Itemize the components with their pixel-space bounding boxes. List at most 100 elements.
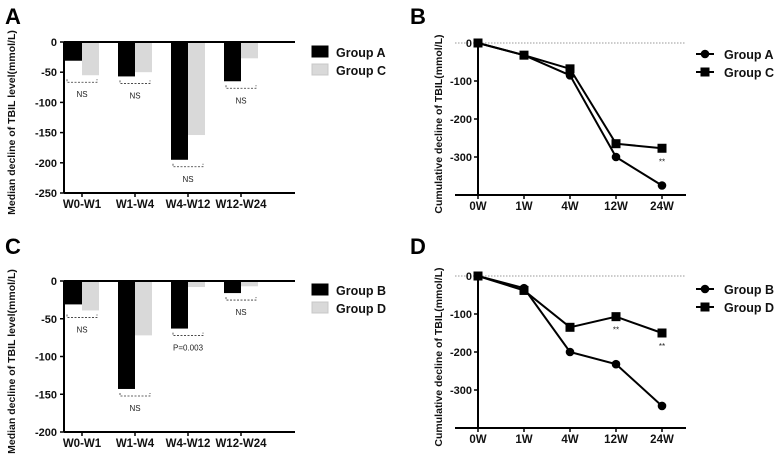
bar-group-b-w12-w24	[224, 281, 241, 294]
panel-label: B	[410, 4, 426, 29]
x-tick-label: 4W	[561, 201, 578, 213]
bar-group-a-w12-w24	[224, 42, 241, 82]
legend-label-group-a: Group A	[724, 48, 774, 62]
significance-label: NS	[76, 90, 87, 99]
point-group-a-24w	[657, 181, 667, 190]
y-tick-label: -100	[450, 76, 472, 88]
panel-label: D	[410, 234, 426, 259]
bar-group-c-w1-w4	[135, 42, 152, 73]
bar-group-a-w0-w1	[65, 42, 82, 61]
legend-marker-circle-icon	[700, 49, 710, 59]
panel-d: D Cumulative decline of TBIL(mmol/L) 0 -100…	[410, 234, 774, 447]
x-tick-label: 4W	[561, 434, 578, 446]
panel-c: C Median decline of TBIL level(mmol/L) 0 -5…	[5, 234, 386, 454]
legend-marker-square-icon	[700, 302, 710, 312]
significance-bracket	[66, 314, 98, 318]
bar-group-d-w12-w24	[241, 281, 258, 287]
significance-label: **	[613, 326, 619, 335]
x-tick-label: W0-W1	[63, 438, 102, 450]
legend-swatch-group-a	[311, 45, 329, 58]
x-tick-label: W1-W4	[116, 199, 155, 211]
bar-group-c-w4-w12	[188, 42, 205, 136]
bar-group-d-w4-w12	[188, 281, 205, 288]
legend-label-group-a: Group A	[336, 46, 386, 60]
significance-label: NS	[182, 175, 193, 184]
y-tick-label: 0	[51, 276, 57, 288]
y-axis-label: Median decline of TBIL level(mmol/L)	[6, 30, 18, 215]
line-group-c	[477, 42, 663, 150]
panel-label: C	[5, 234, 21, 259]
bar-group-d-w1-w4	[135, 281, 152, 336]
significance-label: **	[659, 157, 665, 166]
y-tick-label: -200	[450, 347, 472, 359]
x-tick-label: 1W	[515, 434, 532, 446]
significance-label: NS	[129, 404, 140, 413]
significance-label: NS	[76, 325, 87, 334]
panel-b: B Cumulative decline of TBIL(mmol/L) 0 -100…	[410, 4, 774, 214]
x-tick-label: W4-W12	[166, 199, 211, 211]
bar-group-c-w12-w24	[241, 42, 258, 59]
point-group-c-1w	[519, 50, 529, 60]
significance-bracket	[119, 392, 151, 397]
x-tick-label: W4-W12	[166, 438, 211, 450]
bar-group-d-w0-w1	[82, 281, 99, 311]
point-group-b-4w	[565, 347, 575, 357]
significance-bracket	[172, 163, 204, 168]
y-tick-label: -300	[450, 152, 472, 164]
bar-group-a-w4-w12	[171, 42, 188, 160]
legend-marker-circle-icon	[700, 284, 710, 294]
x-tick-label: 24W	[650, 201, 674, 213]
x-tick-label: W0-W1	[63, 199, 102, 211]
y-tick-label: 0	[466, 38, 472, 50]
x-tick-label: 0W	[469, 201, 486, 213]
x-tick-label: W12-W24	[215, 199, 267, 211]
legend-label-group-b: Group B	[336, 284, 386, 298]
point-group-c-12w	[611, 139, 621, 149]
significance-label: NS	[235, 308, 246, 317]
x-tick-label: 24W	[650, 434, 674, 446]
y-tick-label: -100	[450, 309, 472, 321]
y-tick-label: -200	[35, 158, 57, 170]
y-axis-label: Cumulative decline of TBIL(mmol/L)	[433, 267, 445, 446]
x-tick-label: 0W	[469, 434, 486, 446]
legend-label-group-b: Group B	[724, 283, 774, 297]
legend-label-group-c: Group C	[724, 66, 774, 80]
significance-label: NS	[129, 91, 140, 100]
significance-label: NS	[235, 96, 246, 105]
legend-label-group-c: Group C	[336, 64, 386, 78]
legend-swatch-group-d	[311, 301, 329, 314]
y-tick-label: -200	[450, 114, 472, 126]
point-group-b-24w	[657, 401, 667, 411]
point-group-b-12w	[611, 359, 621, 369]
y-tick-label: -150	[35, 128, 57, 140]
significance-bracket	[119, 80, 151, 84]
significance-label: **	[659, 342, 665, 351]
significance-bracket	[66, 79, 98, 83]
significance-bracket	[172, 332, 204, 336]
y-axis-label: Cumulative decline of TBIL(mmol/L)	[433, 34, 445, 213]
y-tick-label: -100	[35, 352, 57, 364]
bar-group-b-w1-w4	[118, 281, 135, 389]
point-group-c-24w	[657, 143, 667, 153]
x-tick-label: W1-W4	[116, 438, 155, 450]
bar-group-b-w0-w1	[65, 281, 82, 305]
bar-group-b-w4-w12	[171, 281, 188, 329]
significance-bracket	[225, 297, 257, 301]
x-tick-label: 12W	[604, 434, 628, 446]
x-tick-label: 1W	[515, 201, 532, 213]
y-tick-label: -100	[35, 97, 57, 109]
significance-label: P=0.003	[173, 344, 204, 353]
panel-label: A	[5, 4, 21, 29]
y-tick-label: 0	[51, 37, 57, 49]
y-tick-label: -300	[450, 385, 472, 397]
bar-group-c-w0-w1	[82, 42, 99, 76]
y-tick-label: -200	[35, 427, 57, 439]
y-tick-label: -50	[41, 314, 57, 326]
point-group-d-0w	[473, 271, 483, 281]
x-tick-label: W12-W24	[215, 438, 267, 450]
legend-label-group-d: Group D	[336, 302, 386, 316]
point-group-d-12w	[611, 312, 621, 322]
legend-swatch-group-c	[311, 63, 329, 76]
y-axis-label: Median decline of TBIL level(mmol/L)	[6, 269, 18, 454]
